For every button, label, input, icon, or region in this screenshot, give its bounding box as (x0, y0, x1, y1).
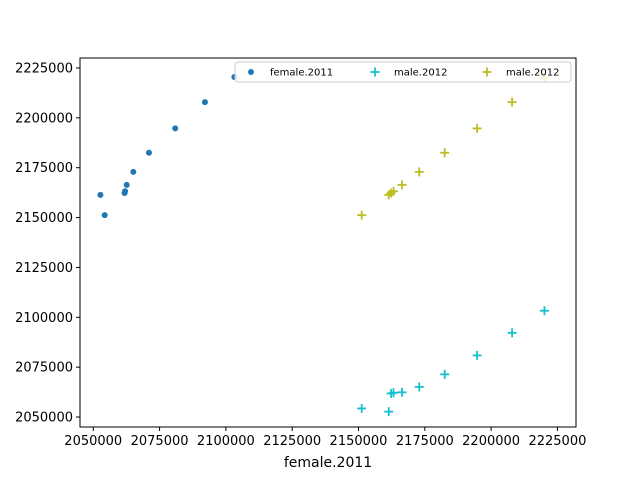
legend-label: male.2012 (394, 68, 447, 79)
series-2 (357, 306, 549, 417)
data-point (472, 123, 482, 133)
data-point (539, 306, 549, 316)
data-point (397, 180, 407, 190)
data-point (440, 369, 450, 379)
plot-frame (79, 57, 577, 428)
data-point (357, 403, 367, 413)
legend: female.2011 male.2012 male.2012 (234, 61, 572, 83)
data-point (145, 149, 152, 156)
y-tick-label: 2225000 (15, 61, 73, 76)
data-point (97, 191, 104, 198)
data-point (472, 350, 482, 360)
x-axis-ticks: 2050000 2075000 2100000 2125000 2150000 21750… (64, 427, 586, 449)
data-point (123, 181, 130, 188)
y-tick-label: 2100000 (15, 311, 73, 326)
legend-marker (248, 69, 254, 75)
data-marks (97, 73, 549, 417)
legend-label: male.2012 (506, 68, 559, 79)
legend-marker (370, 67, 380, 77)
x-tick-label: 2150000 (330, 434, 388, 449)
data-point (172, 125, 179, 132)
data-point (201, 99, 208, 106)
x-tick-label: 2125000 (263, 434, 321, 449)
data-point (384, 407, 394, 417)
data-point (414, 167, 424, 177)
x-tick-label: 2050000 (64, 434, 122, 449)
y-tick-label: 2125000 (15, 261, 73, 276)
x-tick-label: 2225000 (528, 434, 586, 449)
data-point (507, 97, 517, 107)
x-tick-label: 2175000 (396, 434, 454, 449)
y-axis-ticks: 2050000 2075000 2100000 2125000 2150000 21750… (15, 61, 80, 426)
x-tick-label: 2075000 (131, 434, 189, 449)
series-1 (97, 73, 238, 219)
data-point (389, 388, 399, 398)
y-tick-label: 2050000 (15, 411, 73, 426)
x-tick-label: 2100000 (197, 434, 255, 449)
y-tick-label: 2150000 (15, 211, 73, 226)
data-point (357, 210, 367, 220)
data-point (507, 328, 517, 338)
legend-box (234, 61, 572, 83)
y-tick-label: 2075000 (15, 361, 73, 376)
x-tick-label: 2200000 (462, 434, 520, 449)
data-point (130, 168, 137, 175)
legend-marker (482, 67, 492, 77)
data-point (414, 382, 424, 392)
data-point (389, 186, 399, 196)
data-point (101, 212, 108, 219)
data-point (397, 387, 407, 397)
y-tick-label: 2200000 (15, 111, 73, 126)
x-axis-title: female.2011 (284, 455, 372, 471)
y-tick-label: 2175000 (15, 161, 73, 176)
data-point (122, 188, 129, 195)
series-3 (357, 73, 549, 220)
data-point (440, 148, 450, 158)
legend-label: female.2011 (270, 68, 333, 79)
